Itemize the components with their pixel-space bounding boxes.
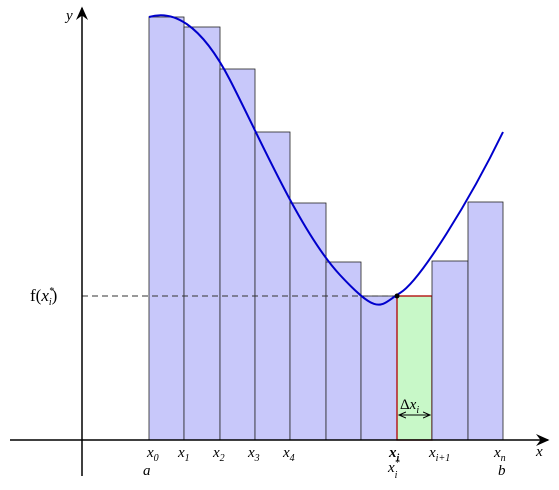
tick-label: x0 (146, 445, 159, 464)
sub: 1 (185, 453, 190, 464)
rectangle (431, 260, 469, 441)
y-axis-label: y (64, 8, 73, 24)
sub: 4 (290, 453, 295, 464)
rectangle (183, 26, 221, 441)
base: x (212, 445, 220, 461)
tick-label: xi (388, 445, 400, 464)
tick-label: x1 (177, 445, 190, 464)
rectangle (148, 16, 185, 441)
rectangle (360, 295, 398, 441)
sample-label: x* i (387, 458, 400, 481)
tick-label: x2 (212, 445, 225, 464)
tick-label: x3 (247, 445, 260, 464)
base: x (387, 460, 395, 476)
sub: 2 (220, 453, 225, 464)
tick-label: xi+1 (428, 445, 450, 464)
sup: * (395, 458, 400, 469)
close: ) (52, 286, 58, 305)
sub: n (501, 453, 506, 464)
sample-point (394, 293, 400, 299)
sub: i+1 (436, 453, 451, 464)
rectangle (254, 131, 291, 441)
sub: 0 (154, 453, 159, 464)
sub: i (397, 453, 400, 464)
sub: i (49, 297, 52, 308)
tick-labels: x0 x1 x2 x3 x4 xi xi+1 xn (146, 445, 506, 464)
endpoint-b: b (498, 463, 506, 479)
base: x (409, 397, 417, 413)
open: f( (30, 286, 42, 305)
sup: * (49, 286, 54, 297)
rectangle (467, 201, 504, 441)
tick-label: xn (493, 445, 506, 464)
value-label: f(x* i) (30, 286, 57, 308)
base: x (146, 445, 154, 461)
tick-label: x4 (282, 445, 295, 464)
sub: 3 (254, 453, 260, 464)
endpoint-a: a (143, 463, 151, 479)
highlight-rectangle (396, 295, 433, 441)
function-curve (148, 14, 504, 306)
base: x (428, 445, 436, 461)
width-label: Δxi (400, 397, 419, 416)
base: x (247, 445, 255, 461)
rectangle (325, 261, 362, 441)
rectangle (289, 202, 327, 441)
x-axis-label: x (535, 444, 543, 460)
rectangles (148, 16, 504, 441)
rectangle (219, 68, 256, 441)
sub: i (416, 405, 419, 416)
base: x (388, 445, 397, 461)
base: x (40, 286, 49, 305)
base: x (282, 445, 290, 461)
base: x (493, 445, 501, 461)
base: x (177, 445, 185, 461)
sub: i (395, 470, 398, 481)
delta: Δ (400, 397, 410, 413)
